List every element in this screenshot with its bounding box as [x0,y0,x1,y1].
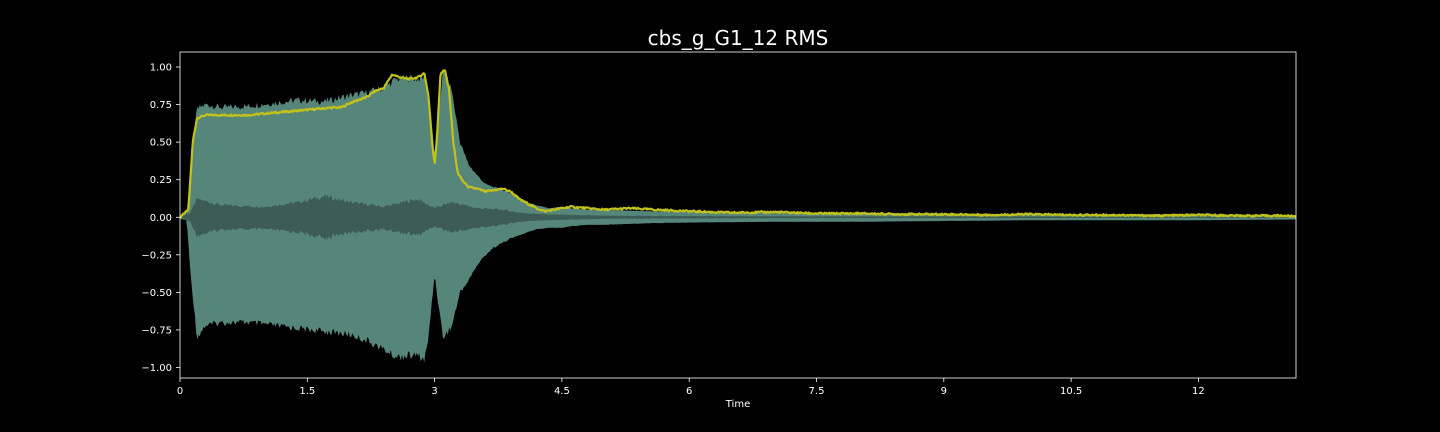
y-tick-label: 0.50 [150,138,172,149]
rms-line [180,69,1296,219]
waveform-core [180,194,1296,241]
axes-frame [179,51,1297,379]
y-tick-label: 0.00 [150,213,172,224]
x-tick-label: 10.5 [1060,386,1082,397]
chart-title: cbs_g_G1_12 RMS [647,26,829,50]
x-axis-label: Time [725,399,750,410]
x-tick-label: 9 [941,386,947,397]
x-tick-label: 3 [431,386,437,397]
y-tick-label: −0.50 [141,288,172,299]
y-tick-label: 0.75 [150,100,172,111]
y-tick-label: −0.75 [141,325,172,336]
y-tick-label: −0.25 [141,250,172,261]
x-tick-label: 0 [177,386,183,397]
x-tick-label: 12 [1192,386,1205,397]
waveform-envelope [180,69,1296,363]
x-tick-label: 4.5 [554,386,570,397]
y-tick-label: 1.00 [150,63,172,74]
y-tick-label: 0.25 [150,175,172,186]
x-tick-label: 6 [686,386,692,397]
x-tick-label: 1.5 [299,386,315,397]
x-tick-label: 7.5 [809,386,825,397]
y-tick-label: −1.00 [141,363,172,374]
